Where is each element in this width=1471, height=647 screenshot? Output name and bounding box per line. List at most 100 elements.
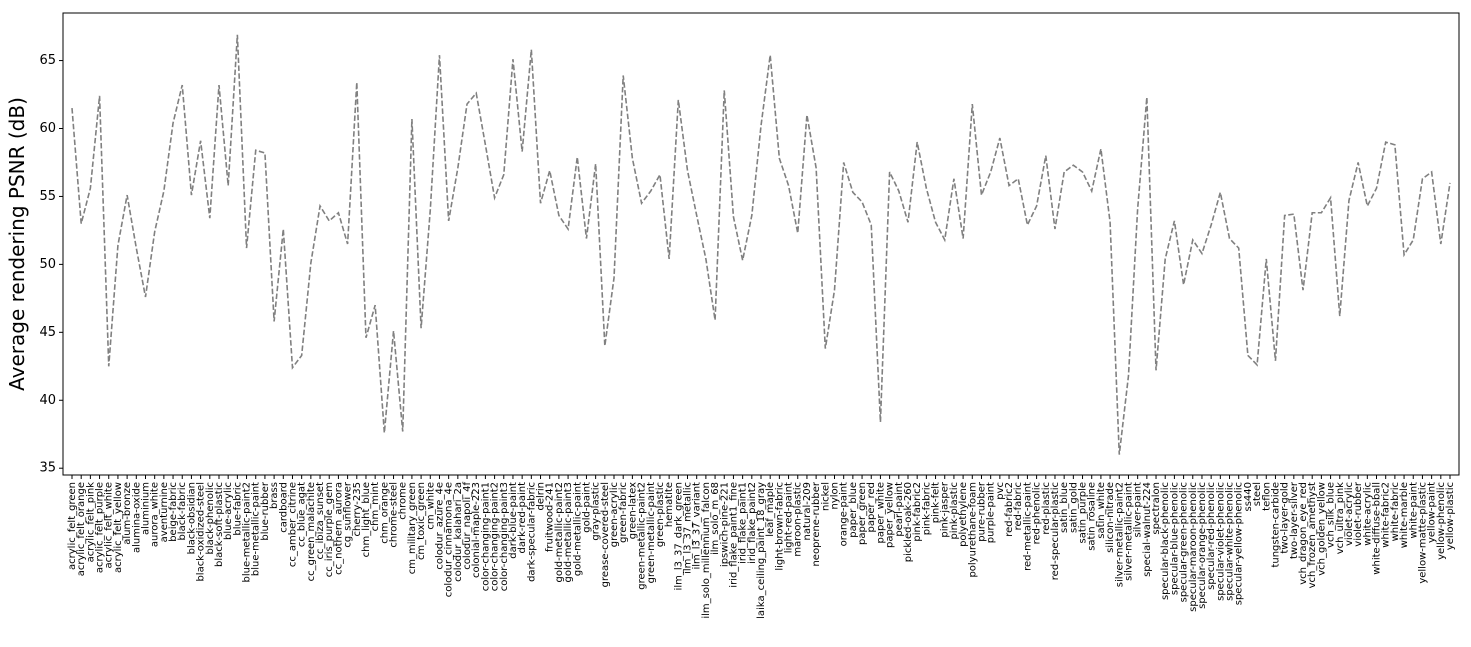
x-tick-label: two-layer-gold (1280, 482, 1291, 554)
y-tick-label: 60 (39, 121, 56, 136)
x-tick-label: white-paint (1408, 482, 1419, 539)
x-tick-label: black-phenolic (205, 482, 216, 555)
x-tick-label: ipswich-pine-221 (719, 482, 730, 567)
x-tick-label: leaf_maple (765, 482, 776, 537)
x-tick-label: orange-paint (839, 482, 850, 546)
x-tick-label: aurora_white (150, 482, 161, 547)
x-tick-label: vch_ultra_pink (1335, 482, 1346, 554)
x-tick-label: ilm_l3_37_variant (692, 482, 703, 570)
x-tick-label: natural-209 (802, 482, 813, 540)
x-tick-label: neoprene-rubber (811, 481, 822, 566)
x-tick-label: red-specular-plastic (1050, 482, 1061, 580)
x-tick-label: yellow-paint (1427, 482, 1438, 543)
x-tick-label: specular-red-phenolic (1206, 482, 1217, 590)
x-tick-label: cc_nothern_aurora (333, 482, 344, 575)
x-tick-label: white-fabric (1390, 482, 1401, 541)
y-tick-label: 55 (39, 189, 56, 204)
x-tick-label: vch_frozen_amethyst (1307, 482, 1318, 588)
x-tick-label: gold-metallic-paint (572, 482, 583, 576)
x-tick-label: vch_golden_yellow (1316, 482, 1327, 576)
x-tick-label: paper_green (857, 482, 868, 545)
x-tick-label: maroon-plastic (793, 482, 804, 557)
x-tick-label: cc_ibiza_sunset (315, 482, 326, 560)
x-tick-label: purple-paint (986, 482, 997, 543)
x-tick-label: cc_green_malachite (306, 482, 317, 581)
x-tick-label: cm_white (425, 482, 436, 530)
y-tick-label: 45 (39, 325, 56, 340)
x-tick-label: laika_ceiling_paint_18_gray (756, 482, 767, 619)
x-tick-label: delrin (536, 482, 547, 511)
x-tick-label: black-obsidian (186, 482, 197, 554)
x-tick-label: colodur_cinnamona_4e (444, 482, 455, 597)
x-tick-label: yellow-phenolic (1436, 482, 1447, 560)
x-tick-label: satin_gold (1068, 482, 1079, 533)
x-tick-label: irid_flake_paint2 (747, 482, 758, 564)
x-tick-label: specular-blue-phenolic (1169, 482, 1180, 595)
x-tick-label: cherry-235 (352, 482, 363, 536)
x-tick-label: ilm_l3_37_metallic (683, 482, 694, 574)
x-tick-label: colodur_kalahari_2a (453, 482, 464, 582)
x-tick-label: red-metallic-paint (1022, 482, 1033, 571)
x-tick-label: black-fabric (177, 482, 188, 541)
x-tick-label: blue-acrylic (223, 482, 234, 540)
x-tick-label: ilm_solo_millennium_falcon (701, 482, 712, 619)
x-tick-label: pink-fabric2 (912, 482, 923, 542)
x-tick-label: chrome (398, 482, 409, 520)
x-tick-label: chrome-steel (389, 482, 400, 548)
x-tick-label: blue-metallic-paint2 (242, 482, 253, 582)
y-tick-label: 50 (39, 257, 56, 272)
x-tick-label: dark-specular-fabric (526, 482, 537, 582)
x-tick-label: cardboard (278, 482, 289, 533)
x-tick-label: vch_dragon_eye_red (1298, 482, 1309, 585)
x-tick-label: blue-rubber (260, 481, 271, 541)
x-tick-label: spectralon (1151, 482, 1162, 535)
x-tick-label: grease-covered-steel (600, 482, 611, 587)
x-tick-label: cm_toxic_green (416, 482, 427, 560)
x-tick-label: cg_sunflower (343, 481, 354, 547)
x-tick-label: violet-rubber (1353, 481, 1364, 547)
x-tick-label: red-plastic (1041, 482, 1052, 535)
x-tick-label: blue-fabric (232, 482, 243, 536)
x-tick-label: paper_yellow (885, 482, 896, 548)
x-tick-label: acrylic_felt_yellow (113, 482, 124, 573)
x-tick-label: light-red-paint (784, 482, 795, 553)
x-tick-label: acrylic_felt_pink (85, 482, 96, 563)
x-tick-label: yellow-matte-plastic (1417, 482, 1428, 584)
x-tick-label: violet-acrylic (1344, 482, 1355, 546)
x-tick-label: acrylic_felt_white (104, 482, 115, 568)
x-tick-label: green-metallic-paint (646, 482, 657, 583)
x-tick-label: alum-bronze (122, 482, 133, 545)
x-tick-label: polyethylene (958, 482, 969, 547)
x-tick-label: ilm_solo_m_68 (710, 482, 721, 555)
x-tick-label: pink-felt (931, 482, 942, 523)
x-tick-label: satin_white (1096, 482, 1107, 539)
x-tick-label: green-plastic (655, 482, 666, 547)
x-tick-label: pink-plastic (949, 482, 960, 540)
x-tick-label: silver-metallic-paint (1123, 482, 1134, 581)
x-tick-label: acrylic_felt_purple (95, 482, 106, 573)
x-tick-label: yellow-plastic (1445, 482, 1456, 550)
x-tick-label: pink-jasper (940, 481, 951, 537)
x-tick-label: alumina-oxide (131, 482, 142, 553)
x-tick-label: acrylic_felt_green (67, 482, 78, 570)
x-tick-label: paper_blue (848, 482, 859, 538)
x-tick-label: satin_purple (1078, 482, 1089, 543)
x-tick-label: color-changing-paint1 (480, 482, 491, 591)
x-tick-label: pearl-paint (894, 482, 905, 537)
x-tick-label: chm_light_blue (361, 482, 372, 557)
x-tick-label: polyurethane-foam (967, 482, 978, 578)
x-tick-label: white-marble (1399, 482, 1410, 548)
x-tick-label: red-fabric2 (1004, 482, 1015, 537)
x-tick-label: colodur_napoli_4f (462, 482, 473, 570)
x-tick-label: chm_orange (379, 482, 390, 544)
x-tick-label: specular-black-phenolic (1160, 482, 1171, 600)
y-axis-label: Average rendering PSNR (dB) (5, 97, 29, 391)
x-tick-label: specular-orange-phenolic (1197, 482, 1208, 609)
x-tick-label: gold-metallic-paint2 (554, 482, 565, 582)
x-tick-label: color-changing-paint3 (499, 482, 510, 591)
x-tick-label: white-acrylic (1362, 482, 1373, 546)
x-tick-label: satin_blue (1059, 482, 1070, 533)
x-tick-label: red-phenolic (1032, 482, 1043, 544)
x-tick-label: pure-rubber (976, 481, 987, 542)
